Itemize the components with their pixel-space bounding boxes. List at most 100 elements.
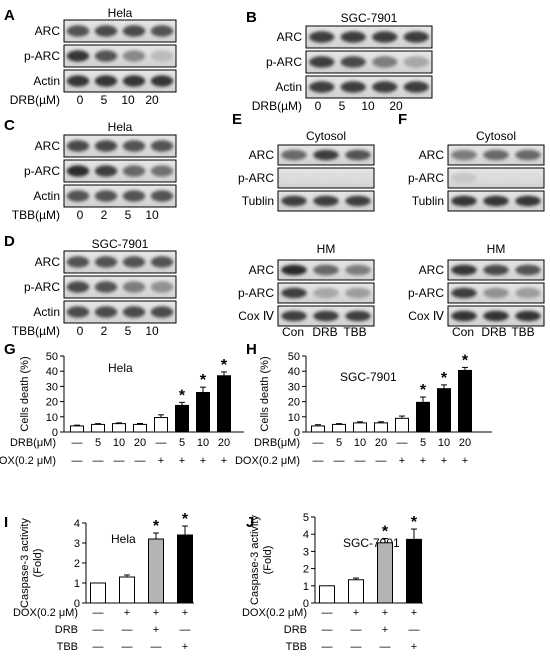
condition-mark: 5 xyxy=(420,437,426,449)
blot-row-label: ARC xyxy=(277,30,303,44)
condition-mark: 20 xyxy=(459,437,471,449)
bar xyxy=(177,534,193,604)
bar xyxy=(377,542,393,604)
panel-letter-j: J xyxy=(246,514,254,531)
blot-lane-label: 5 xyxy=(125,324,132,338)
blot-row-label: ARC xyxy=(249,263,275,277)
y-tick-label: 30 xyxy=(288,381,300,393)
bar xyxy=(416,401,430,433)
condition-mark: 20 xyxy=(134,437,146,449)
band xyxy=(150,281,174,293)
blot-condition-label: TBB(µM) xyxy=(12,324,60,338)
condition-mark: — xyxy=(122,641,133,653)
band xyxy=(281,172,307,184)
condition-mark: + xyxy=(399,455,405,467)
band xyxy=(94,140,118,152)
chart-title: SGC-7901 xyxy=(340,370,397,384)
condition-mark: 10 xyxy=(438,437,450,449)
blot-condition-label: DRB(µM) xyxy=(252,99,302,113)
band xyxy=(340,56,366,68)
y-tick-label: 2 xyxy=(303,564,309,576)
panel-letter-c: C xyxy=(4,117,15,134)
condition-mark: — xyxy=(313,455,324,467)
y-tick-label: 4 xyxy=(303,529,309,541)
condition-label: DOX(0.2 μM) xyxy=(242,607,307,619)
blot-strip-arc xyxy=(63,134,177,158)
band xyxy=(94,256,118,268)
significance-star: * xyxy=(179,387,186,404)
condition-mark: — xyxy=(376,455,387,467)
band xyxy=(66,281,90,293)
band xyxy=(66,306,90,318)
band xyxy=(515,287,541,299)
condition-mark: + xyxy=(420,455,426,467)
condition-mark: — xyxy=(93,624,104,636)
blot-title: SGC-7901 xyxy=(92,237,149,251)
bar xyxy=(348,579,364,604)
blot-condition-label: TBB(µM) xyxy=(12,208,60,222)
condition-label: DRB xyxy=(55,624,78,636)
blot-row-label: ARC xyxy=(35,255,61,269)
blot-row-label: Cox Ⅳ xyxy=(238,309,274,323)
band xyxy=(483,310,509,322)
band xyxy=(150,140,174,152)
blot-strip-p-arc xyxy=(63,275,177,299)
blot-row-label: ARC xyxy=(35,24,61,38)
band xyxy=(372,56,398,68)
blot-strip-actin xyxy=(63,300,177,324)
blot-lane-label: Con xyxy=(452,325,474,339)
y-label-line: (Fold) xyxy=(32,549,44,578)
fraction-title: HM xyxy=(317,242,336,256)
bar xyxy=(395,417,409,433)
band xyxy=(150,165,174,177)
fraction-title: Cytosol xyxy=(476,129,516,143)
band xyxy=(122,256,146,268)
band xyxy=(122,306,146,318)
condition-mark: + xyxy=(411,641,417,653)
panel-letter-g: G xyxy=(4,341,16,358)
y-axis-label-text: Cells death (%) xyxy=(259,356,271,431)
band xyxy=(281,287,307,299)
y-tick-label: 40 xyxy=(46,366,58,378)
band xyxy=(281,310,307,322)
blot-condition-label: DRB(µM) xyxy=(10,93,60,107)
y-tick-label: 20 xyxy=(288,397,300,409)
y-axis-label-text: Cells death (%) xyxy=(19,356,31,431)
chart-title: Hela xyxy=(111,532,136,546)
condition-label: TBB xyxy=(286,641,307,653)
band xyxy=(515,172,541,184)
condition-mark: 5 xyxy=(336,437,342,449)
blot-strip-actin xyxy=(63,69,177,93)
y-tick-label: 30 xyxy=(46,381,58,393)
y-tick-label: 1 xyxy=(303,581,309,593)
band xyxy=(483,172,509,184)
blot-row-label: p-ARC xyxy=(24,280,60,294)
band xyxy=(66,25,90,37)
condition-mark: — xyxy=(93,641,104,653)
bar xyxy=(133,423,147,433)
condition-mark: — xyxy=(322,641,333,653)
blot-strip-arc xyxy=(63,250,177,274)
bar xyxy=(148,538,164,604)
band xyxy=(483,264,509,276)
bar xyxy=(154,417,168,433)
condition-label: TBB xyxy=(57,641,78,653)
blot-lane-label: 10 xyxy=(145,324,159,338)
condition-mark: + xyxy=(353,607,359,619)
y-tick-label: 3 xyxy=(74,538,80,550)
y-tick-label: 10 xyxy=(288,412,300,424)
bar xyxy=(374,422,388,433)
bar xyxy=(311,425,325,433)
band xyxy=(313,195,339,207)
y-axis-label: Cells death (%) xyxy=(19,356,31,431)
band xyxy=(403,31,429,43)
significance-star: * xyxy=(153,518,160,535)
band xyxy=(313,149,339,161)
condition-label: DOX(0.2 μM) xyxy=(235,455,300,467)
bar xyxy=(119,576,135,604)
panel-letter-d: D xyxy=(4,233,15,250)
condition-mark: + xyxy=(153,624,159,636)
blot-row-label: p-ARC xyxy=(408,171,444,185)
band xyxy=(94,165,118,177)
condition-mark: — xyxy=(72,455,83,467)
